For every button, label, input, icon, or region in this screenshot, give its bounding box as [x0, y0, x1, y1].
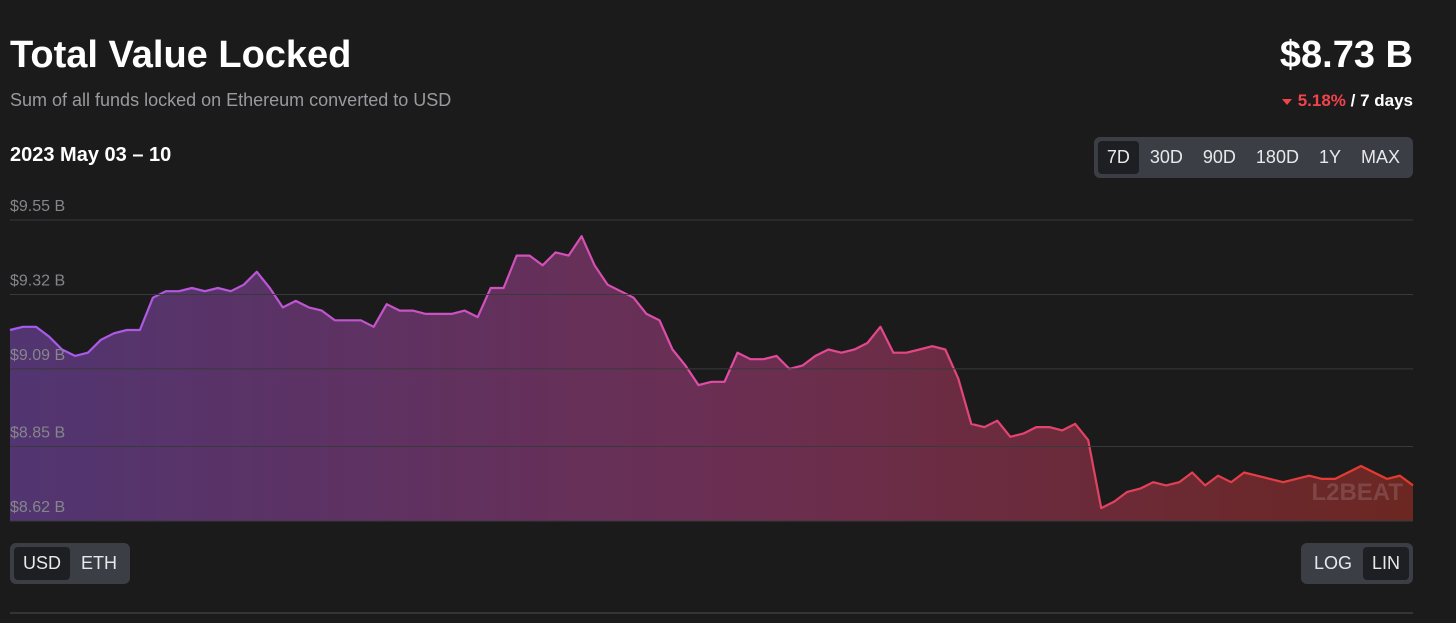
y-tick-label: $9.09 B [10, 347, 65, 364]
period: / 7 days [1350, 91, 1413, 110]
toggle-button[interactable]: MAX [1360, 147, 1400, 167]
toggle-button[interactable]: USD [14, 547, 71, 580]
y-tick-label: $8.85 B [10, 425, 65, 442]
total-value: $8.73 B [1279, 34, 1413, 76]
toggle-button[interactable]: 7D [1097, 141, 1139, 174]
toggle-button[interactable]: LIN [1362, 547, 1409, 580]
subtitle: Sum of all funds locked on Ethereum conv… [10, 90, 452, 110]
range-selector: 7D 30D 90D 180D 1Y MAX [1093, 137, 1413, 178]
divider [10, 612, 1413, 614]
y-tick-label: $9.32 B [10, 272, 65, 289]
toggle-button[interactable]: ETH [81, 553, 118, 573]
y-tick-label: $8.62 B [10, 499, 65, 516]
toggle-button[interactable]: 30D [1149, 147, 1183, 167]
line [9, 235, 1414, 510]
toggle-button[interactable]: 1Y [1318, 147, 1341, 167]
scale-selector: LOG LIN [1300, 543, 1413, 584]
toggle-button[interactable]: 90D [1202, 147, 1236, 167]
title: Total Value Locked [10, 34, 352, 76]
date-range: 2023 May 03 – 10 [10, 144, 172, 166]
change-percent: 5.18% [1297, 91, 1346, 110]
change: 5.18% / 7 days [1281, 91, 1413, 111]
y-tick-label: $9.55 B [10, 198, 65, 215]
chart: L2BEAT $9.55 B $9.32 B $9.09 B $8.85 B $8.62… [9, 198, 1414, 522]
area [10, 236, 1413, 521]
toggle-button[interactable]: LOG [1313, 553, 1352, 573]
currency-selector: USD ETH [10, 543, 131, 584]
watermark: L2BEAT [1311, 479, 1403, 506]
toggle-button[interactable]: 180D [1255, 147, 1299, 167]
